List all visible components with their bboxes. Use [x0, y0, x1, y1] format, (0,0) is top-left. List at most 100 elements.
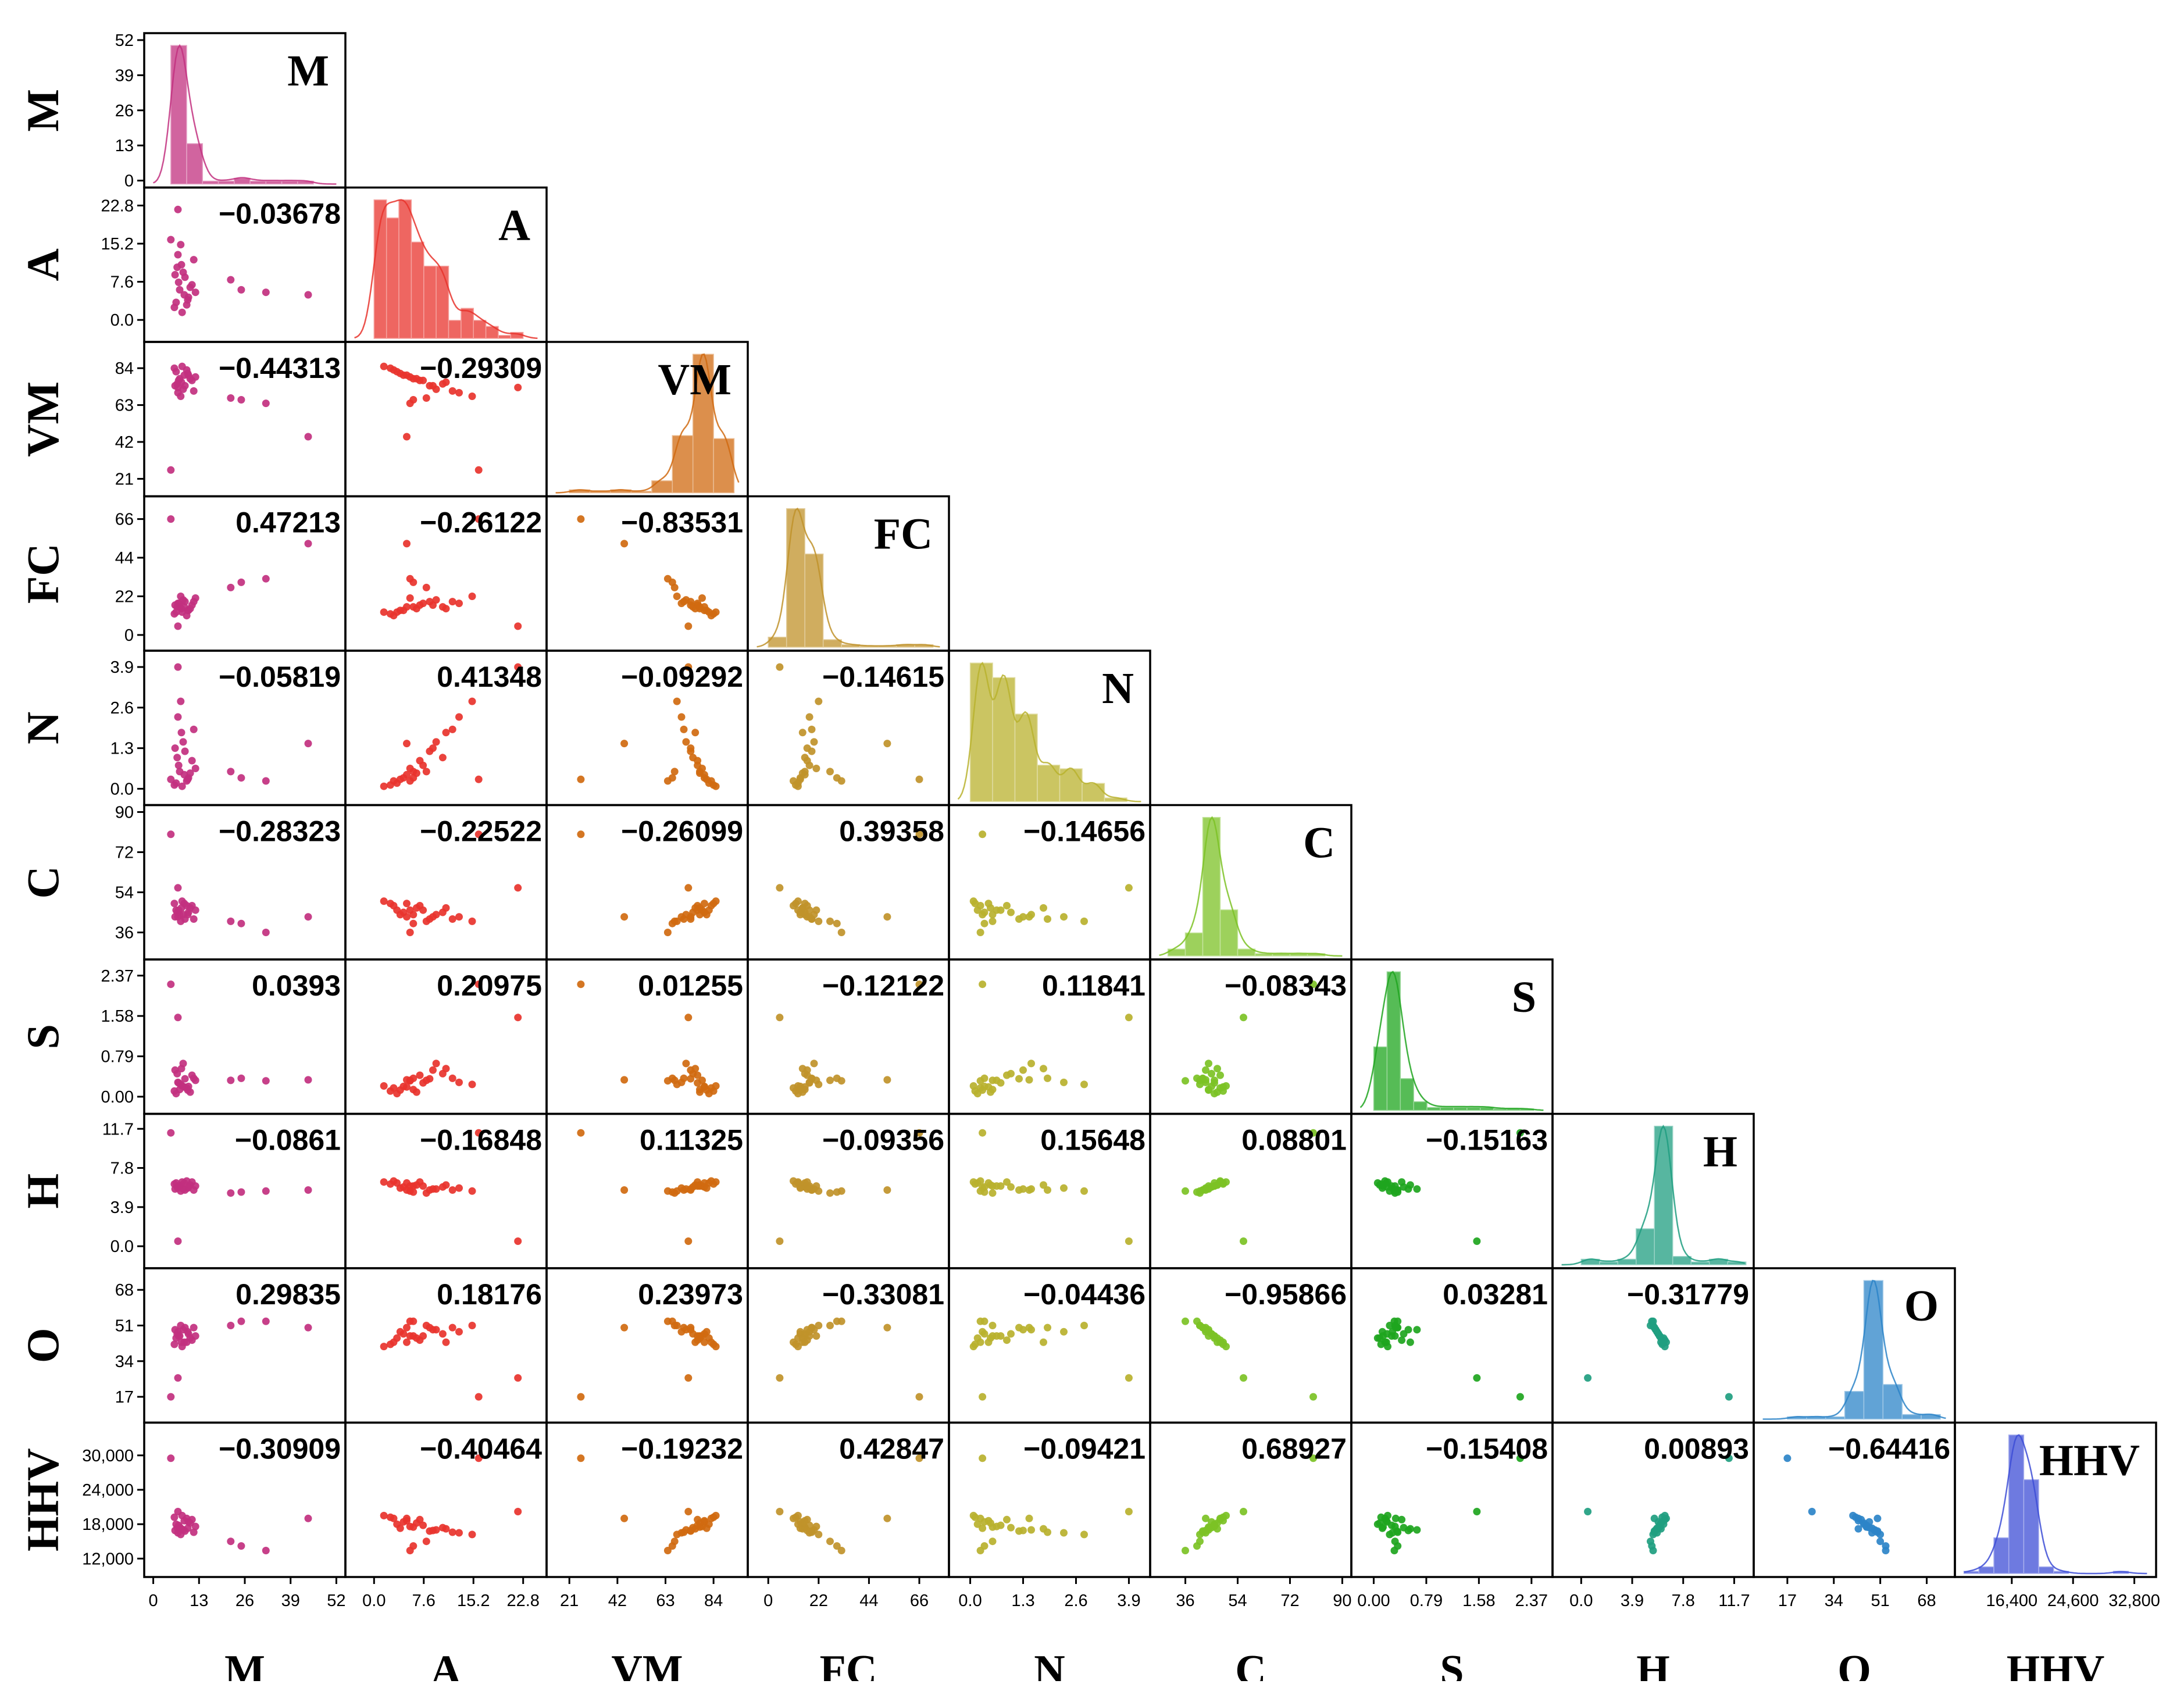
- scatter-point-HHV-vs-M: [227, 1537, 235, 1546]
- scatter-point-C-vs-VM: [668, 919, 676, 927]
- scatter-point-S-vs-N: [1060, 1078, 1068, 1086]
- scatter-point-HHV-vs-S: [1398, 1515, 1406, 1524]
- scatter-point-FC-vs-VM: [673, 593, 681, 600]
- scatter-point-O-vs-N: [984, 1338, 993, 1346]
- scatter-point-N-vs-M: [170, 781, 179, 789]
- histogram-bar-S: [1426, 1107, 1441, 1111]
- scatter-point-O-vs-A: [429, 1326, 437, 1334]
- scatter-point-HHV-vs-N: [969, 1511, 977, 1519]
- scatter-point-C-vs-N: [979, 911, 987, 919]
- scatter-point-VM-vs-A: [380, 362, 388, 370]
- y-axis-label-M: M: [17, 89, 68, 132]
- scatter-point-S-vs-N: [984, 1083, 993, 1091]
- x-axis-label-VM: VM: [611, 1647, 683, 1681]
- x-tick-label-VM: 63: [656, 1592, 675, 1610]
- scatter-point-HHV-vs-A: [403, 1514, 411, 1522]
- scatter-point-HHV-vs-VM: [673, 1530, 681, 1539]
- scatter-point-FC-vs-VM: [694, 600, 702, 608]
- scatter-point-O-vs-A: [448, 1323, 456, 1332]
- scatter-point-S-vs-N: [1025, 1076, 1033, 1084]
- scatter-point-VM-vs-A: [468, 393, 476, 400]
- histogram-bar-N: [1037, 765, 1061, 802]
- scatter-point-H-vs-N: [979, 1129, 987, 1137]
- scatter-point-O-vs-FC: [837, 1317, 845, 1325]
- diagonal-label-FC: FC: [874, 510, 933, 559]
- scatter-point-S-vs-VM: [620, 1076, 629, 1084]
- scatter-point-N-vs-A: [396, 775, 404, 783]
- correlation-value-FC-VM: −0.83531: [621, 506, 743, 539]
- scatter-point-N-vs-A: [406, 765, 414, 772]
- scatter-point-VM-vs-A: [474, 466, 483, 474]
- scatter-point-O-vs-N: [976, 1338, 984, 1346]
- scatter-point-H-vs-M: [167, 1129, 175, 1137]
- scatter-point-HHV-vs-VM: [680, 1528, 688, 1536]
- scatter-point-A-vs-M: [180, 291, 188, 299]
- scatter-point-C-vs-VM: [700, 900, 708, 908]
- scatter-point-VM-vs-M: [177, 393, 185, 400]
- scatter-point-O-vs-M: [174, 1374, 182, 1382]
- scatter-point-HHV-vs-VM: [712, 1511, 720, 1519]
- histogram-bar-VM: [713, 438, 735, 494]
- correlation-value-O-C: −0.95866: [1225, 1278, 1347, 1311]
- scatter-point-O-vs-VM: [694, 1332, 702, 1340]
- scatter-point-O-vs-A: [412, 1334, 420, 1342]
- scatter-point-HHV-vs-N: [1044, 1528, 1051, 1536]
- scatter-point-VM-vs-A: [514, 383, 522, 391]
- scatter-point-H-vs-VM: [620, 1186, 629, 1194]
- scatter-point-HHV-vs-C: [1202, 1514, 1209, 1522]
- x-axis-label-C: C: [1235, 1647, 1266, 1681]
- y-tick-label-HHV: 24,000: [82, 1481, 134, 1500]
- scatter-point-O-vs-A: [438, 1330, 447, 1338]
- scatter-point-H-vs-S: [1516, 1129, 1524, 1137]
- scatter-point-H-vs-S: [1473, 1237, 1481, 1245]
- scatter-point-S-vs-A: [390, 1084, 398, 1092]
- scatter-point-N-vs-FC: [883, 740, 891, 748]
- scatter-point-N-vs-M: [191, 765, 199, 772]
- scatter-point-H-vs-M: [174, 1237, 182, 1245]
- scatter-point-N-vs-A: [422, 768, 430, 776]
- histogram-bar-S: [1440, 1107, 1454, 1111]
- histogram-bar-N: [1059, 768, 1083, 802]
- scatter-point-FC-vs-A: [396, 606, 404, 615]
- diagonal-label-A: A: [498, 201, 530, 250]
- scatter-point-C-vs-M: [174, 884, 182, 892]
- scatter-point-H-vs-C: [1211, 1182, 1218, 1190]
- correlation-value-N-FC: −0.14615: [822, 661, 944, 693]
- scatter-point-HHV-vs-C: [1240, 1508, 1247, 1515]
- scatter-point-H-vs-N: [969, 1178, 977, 1186]
- scatter-point-H-vs-N: [984, 1179, 993, 1187]
- scatter-point-H-vs-S: [1413, 1185, 1421, 1193]
- scatter-point-H-vs-C: [1193, 1188, 1201, 1196]
- scatter-point-S-vs-A: [429, 1066, 437, 1074]
- scatter-point-S-vs-A: [403, 1076, 411, 1084]
- scatter-point-S-vs-FC: [915, 980, 923, 989]
- scatter-point-C-vs-N: [997, 906, 1005, 914]
- scatter-point-O-vs-N: [1044, 1323, 1051, 1332]
- scatter-point-O-vs-S: [1378, 1328, 1386, 1336]
- scatter-point-H-vs-FC: [915, 1129, 923, 1137]
- scatter-point-FC-vs-VM: [663, 575, 672, 583]
- scatter-point-C-vs-N: [1003, 902, 1011, 909]
- x-tick-label-S: 0.00: [1357, 1592, 1390, 1610]
- scatter-point-HHV-vs-N: [988, 1537, 997, 1546]
- scatter-point-N-vs-FC: [776, 663, 784, 671]
- scatter-point-H-vs-C: [1309, 1129, 1317, 1137]
- y-axis-label-A: A: [17, 248, 68, 281]
- scatter-point-C-vs-VM: [684, 884, 693, 892]
- y-tick-label-S: 1.58: [101, 1007, 134, 1026]
- scatter-point-HHV-vs-VM: [668, 1542, 676, 1550]
- x-tick-label-S: 0.79: [1410, 1592, 1443, 1610]
- scatter-point-N-vs-A: [442, 729, 450, 737]
- scatter-point-HHV-vs-O: [1871, 1526, 1879, 1535]
- scatter-point-H-vs-VM: [687, 1185, 695, 1193]
- scatter-point-O-vs-S: [1376, 1334, 1384, 1342]
- correlation-value-N-M: −0.05819: [219, 661, 341, 693]
- scatter-point-S-vs-N: [1027, 1059, 1035, 1068]
- scatter-point-O-vs-A: [419, 1332, 427, 1340]
- scatter-point-HHV-vs-O: [1849, 1511, 1857, 1519]
- x-tick-label-O: 51: [1871, 1592, 1890, 1610]
- scatter-point-FC-vs-M: [167, 515, 175, 523]
- scatter-point-S-vs-N: [1019, 1066, 1027, 1074]
- histogram-bar-HHV: [2008, 1434, 2025, 1574]
- correlation-value-S-N: 0.11841: [1042, 969, 1145, 1002]
